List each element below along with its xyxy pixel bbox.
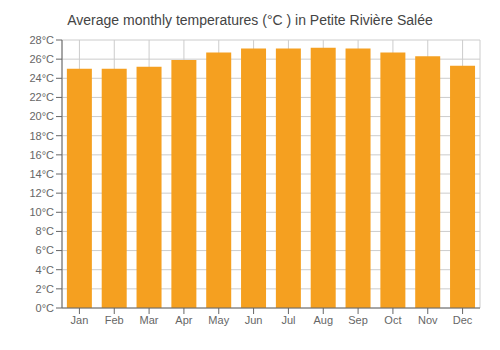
svg-text:0°C: 0°C [36,302,55,314]
svg-text:26°C: 26°C [29,53,54,65]
svg-text:10°C: 10°C [29,206,54,218]
svg-text:Jul: Jul [281,314,295,326]
svg-text:16°C: 16°C [29,149,54,161]
svg-text:14°C: 14°C [29,168,54,180]
svg-text:24°C: 24°C [29,72,54,84]
svg-text:18°C: 18°C [29,130,54,142]
svg-text:Oct: Oct [384,314,401,326]
svg-text:Jan: Jan [71,314,89,326]
svg-text:May: May [208,314,229,326]
svg-text:22°C: 22°C [29,91,54,103]
svg-text:Sep: Sep [348,314,368,326]
svg-text:Apr: Apr [175,314,192,326]
svg-text:Dec: Dec [453,314,473,326]
svg-text:Jun: Jun [245,314,263,326]
svg-text:Feb: Feb [105,314,124,326]
svg-text:12°C: 12°C [29,187,54,199]
svg-text:8°C: 8°C [36,225,55,237]
svg-text:20°C: 20°C [29,110,54,122]
svg-text:2°C: 2°C [36,283,55,295]
svg-text:6°C: 6°C [36,244,55,256]
svg-text:28°C: 28°C [29,34,54,46]
svg-text:Mar: Mar [140,314,159,326]
svg-text:Aug: Aug [313,314,333,326]
html-text:Average monthly temperatures (: Average monthly temperatures (°C ) in Pe… [67,12,433,28]
svg-text:4°C: 4°C [36,264,55,276]
svg-text:Nov: Nov [418,314,438,326]
